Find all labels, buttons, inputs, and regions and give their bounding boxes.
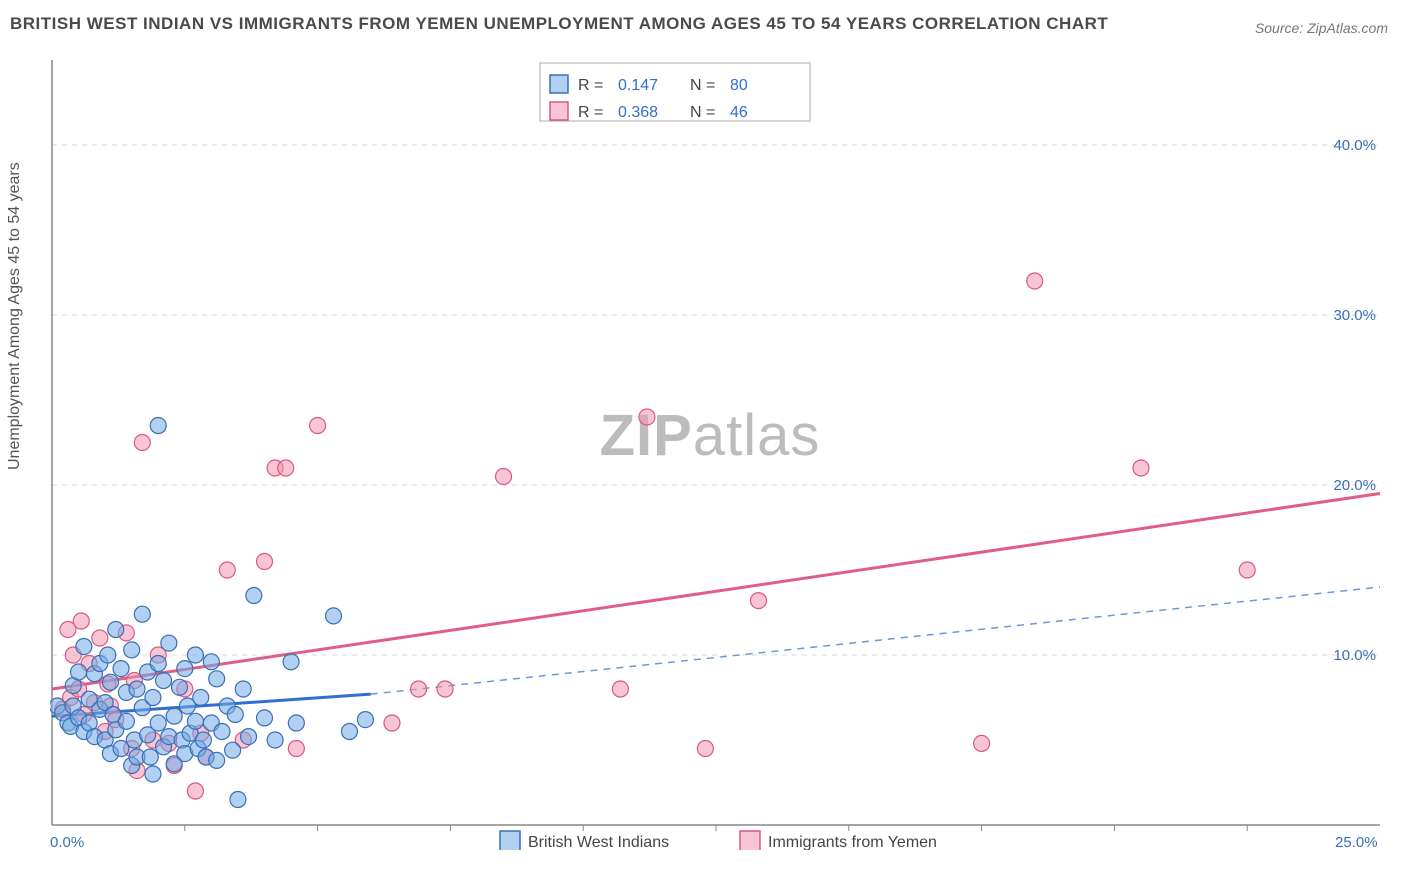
scatter-point <box>161 635 177 651</box>
legend-swatch <box>550 75 568 93</box>
scatter-point <box>227 707 243 723</box>
chart-title: BRITISH WEST INDIAN VS IMMIGRANTS FROM Y… <box>10 14 1108 34</box>
scatter-point <box>750 593 766 609</box>
scatter-point <box>150 656 166 672</box>
trendline-blue-dashed <box>371 587 1380 694</box>
scatter-point <box>76 639 92 655</box>
scatter-point <box>1027 273 1043 289</box>
y-tick-label: 30.0% <box>1333 307 1376 324</box>
scatter-point <box>219 562 235 578</box>
plot-area: 10.0% 20.0% 30.0% 40.0% 0.0% 25.0% ZIPatlas R =… <box>50 55 1390 850</box>
scatter-point <box>384 715 400 731</box>
y-tick-label: 10.0% <box>1333 647 1376 664</box>
scatter-point <box>145 690 161 706</box>
scatter-point <box>124 642 140 658</box>
y-tick-label: 20.0% <box>1333 477 1376 494</box>
x-tick-label: 25.0% <box>1335 834 1378 850</box>
scatter-point <box>145 766 161 782</box>
scatter-point <box>411 681 427 697</box>
scatter-point <box>134 606 150 622</box>
scatter-point <box>496 469 512 485</box>
scatter-point <box>134 435 150 451</box>
watermark: ZIPatlas <box>600 403 821 468</box>
scatter-point <box>214 724 230 740</box>
scatter-point <box>235 681 251 697</box>
scatter-point <box>241 729 257 745</box>
scatter-point <box>203 654 219 670</box>
scatter-point <box>246 588 262 604</box>
scatter-point <box>129 681 145 697</box>
scatter-point <box>150 418 166 434</box>
scatter-point <box>92 630 108 646</box>
scatter-point <box>341 724 357 740</box>
scatter-point <box>283 654 299 670</box>
scatter-point <box>118 713 134 729</box>
source-attribution: Source: ZipAtlas.com <box>1255 20 1388 36</box>
scatter-point <box>171 679 187 695</box>
scatter-point <box>156 673 172 689</box>
scatter-point <box>437 681 453 697</box>
y-tick-label: 40.0% <box>1333 137 1376 154</box>
x-tick-label: 0.0% <box>50 834 84 850</box>
scatter-point <box>71 664 87 680</box>
scatter-point <box>697 741 713 757</box>
legend-n-value: 46 <box>730 104 748 121</box>
legend-r-label: R = <box>578 77 603 94</box>
scatter-point <box>187 713 203 729</box>
scatter-point <box>100 647 116 663</box>
legend-swatch <box>500 831 520 850</box>
scatter-point <box>256 554 272 570</box>
legend-swatch <box>740 831 760 850</box>
scatter-point <box>326 608 342 624</box>
legend-r-label: R = <box>578 104 603 121</box>
legend-series-label: Immigrants from Yemen <box>768 834 937 850</box>
scatter-point <box>150 715 166 731</box>
scatter-point <box>1133 460 1149 476</box>
legend-n-label: N = <box>690 77 715 94</box>
legend-swatch <box>550 102 568 120</box>
y-axis-label: Unemployment Among Ages 45 to 54 years <box>6 162 24 470</box>
legend-r-value: 0.368 <box>618 104 658 121</box>
scatter-point <box>1239 562 1255 578</box>
scatter-point <box>225 742 241 758</box>
legend-n-label: N = <box>690 104 715 121</box>
scatter-point <box>209 752 225 768</box>
legend-n-value: 80 <box>730 77 748 94</box>
scatter-point <box>209 671 225 687</box>
scatter-point <box>357 712 373 728</box>
scatter-point <box>142 749 158 765</box>
scatter-point <box>73 613 89 629</box>
legend-r-value: 0.147 <box>618 77 658 94</box>
scatter-point <box>278 460 294 476</box>
series-legend: British West Indians Immigrants from Yeme… <box>500 831 937 850</box>
scatter-point <box>288 741 304 757</box>
scatter-point <box>267 732 283 748</box>
scatter-point <box>195 732 211 748</box>
scatter-point <box>639 409 655 425</box>
scatter-point <box>612 681 628 697</box>
scatter-point <box>256 710 272 726</box>
legend-series-label: British West Indians <box>528 834 669 850</box>
scatter-plot-svg: 10.0% 20.0% 30.0% 40.0% 0.0% 25.0% ZIPatlas R =… <box>50 55 1390 850</box>
scatter-point <box>177 661 193 677</box>
scatter-point <box>193 690 209 706</box>
scatter-point <box>113 661 129 677</box>
scatter-point <box>187 783 203 799</box>
scatter-point <box>310 418 326 434</box>
scatter-point <box>288 715 304 731</box>
scatter-point <box>108 622 124 638</box>
scatter-point <box>974 735 990 751</box>
scatter-point <box>166 708 182 724</box>
scatter-point <box>230 792 246 808</box>
chart-container: BRITISH WEST INDIAN VS IMMIGRANTS FROM Y… <box>0 0 1406 892</box>
scatter-point <box>187 647 203 663</box>
scatter-point <box>102 674 118 690</box>
